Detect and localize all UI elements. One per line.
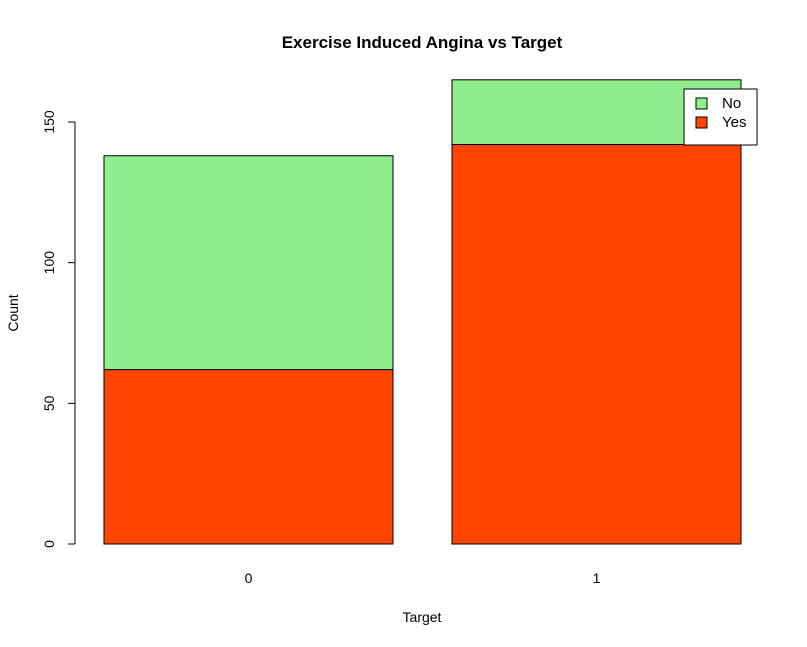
bar-yes-0	[103, 369, 394, 545]
y-tick-label-0: 0	[41, 540, 57, 548]
y-axis-label: Count	[5, 294, 21, 331]
legend: No Yes	[683, 88, 758, 146]
y-axis: 0 50 100 150	[41, 110, 76, 548]
x-axis-label: Target	[403, 609, 442, 625]
y-tick-label-100: 100	[41, 251, 57, 275]
bar-yes-1	[451, 144, 742, 545]
x-tick-label-1: 1	[593, 570, 601, 586]
legend-swatch-no	[695, 97, 708, 110]
y-tick-label-50: 50	[41, 395, 57, 411]
chart-title: Exercise Induced Angina vs Target	[282, 33, 563, 52]
bar-no-0	[103, 155, 394, 371]
x-tick-label-0: 0	[245, 570, 253, 586]
y-tick-label-150: 150	[41, 110, 57, 134]
legend-swatch-yes	[695, 116, 708, 129]
legend-label-no: No	[722, 95, 741, 112]
legend-label-yes: Yes	[722, 114, 746, 131]
bars	[103, 79, 742, 545]
